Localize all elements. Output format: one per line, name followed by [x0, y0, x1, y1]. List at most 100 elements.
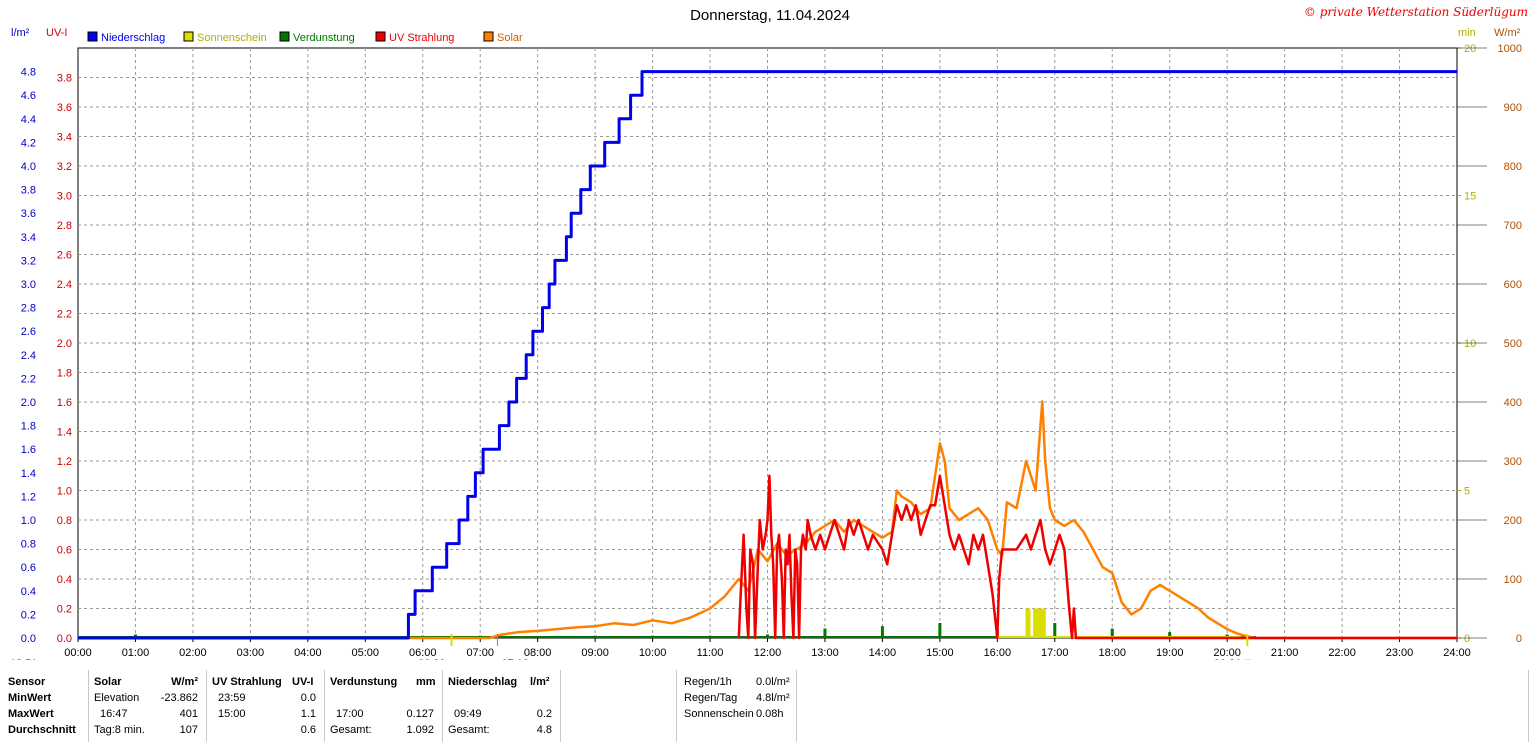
uv-axis-label: UV-I	[46, 27, 67, 39]
rain-tick-label: 0.0	[21, 633, 36, 645]
rain-tick-label: 4.8	[21, 67, 36, 79]
uv-max-time: 15:00	[218, 708, 246, 720]
solar-tick-label: 400	[1504, 397, 1522, 409]
solar-tick-label: 300	[1504, 456, 1522, 468]
sun-tick-label: 20	[1464, 43, 1476, 55]
solar-tick-label: 900	[1504, 102, 1522, 114]
uv-tick-label: 2.0	[57, 338, 72, 350]
legend-swatch-verdunstung	[279, 31, 290, 42]
summary-value-1: 4.8l/m²	[756, 692, 790, 704]
row-label-max: MaxWert	[8, 708, 54, 720]
sonnenschein-bar	[1040, 608, 1046, 638]
rain-tick-label: 1.4	[21, 468, 36, 480]
rain-tick-label: 4.4	[21, 114, 36, 126]
x-tick-label: 20:00	[1213, 647, 1241, 659]
uv-tick-label: 3.6	[57, 102, 72, 114]
uv-tick-label: 0.6	[57, 545, 72, 557]
x-tick-label: 04:00	[294, 647, 322, 659]
legend-label-verdunstung: Verdunstung	[293, 32, 355, 44]
x-tick-label: 12:00	[754, 647, 782, 659]
uv-tick-label: 0.2	[57, 604, 72, 616]
uv-tick-label: 1.8	[57, 368, 72, 380]
x-tick-label: 01:00	[122, 647, 150, 659]
x-tick-label: 21:00	[1271, 647, 1299, 659]
verdunstung-bar	[593, 635, 597, 638]
rain-tick-label: 3.0	[21, 279, 36, 291]
verdunstung-max-time: 17:00	[336, 708, 364, 720]
uv-line	[737, 474, 1457, 640]
x-tick-label: 03:00	[237, 647, 265, 659]
verdunstung-unit: mm	[416, 676, 436, 688]
rain-tick-label: 2.4	[21, 350, 36, 362]
solar-tick-label: 0	[1516, 633, 1522, 645]
verdunstung-bar	[823, 628, 827, 638]
row-label-avg: Durchschnitt	[8, 724, 76, 736]
uv-tick-label: 3.0	[57, 191, 72, 203]
x-tick-label: 18:00	[1098, 647, 1126, 659]
x-tick-label: 17:00	[1041, 647, 1069, 659]
legend-swatch-sonnenschein	[183, 31, 194, 42]
verdunstung-max-val: 0.127	[406, 708, 434, 720]
x-tick-label: 10:00	[639, 647, 667, 659]
niederschlag-unit: l/m²	[530, 676, 550, 688]
solar-tick-label: 600	[1504, 279, 1522, 291]
uv-tick-label: 2.8	[57, 220, 72, 232]
verdunstung-avg-val: 1.092	[406, 724, 434, 736]
uv-tick-label: 2.6	[57, 250, 72, 262]
summary-label-2: Sonnenschein	[684, 708, 754, 720]
chart-title: Donnerstag, 11.04.2024	[690, 7, 850, 24]
niederschlag-line	[78, 70, 1457, 640]
x-tick-label: 11:00	[697, 647, 724, 659]
niederschlag-header: Niederschlag	[448, 676, 518, 688]
verdunstung-header: Verdunstung	[330, 676, 398, 688]
rain-tick-label: 1.2	[21, 491, 36, 503]
solar-tick-label: 100	[1504, 574, 1522, 586]
moonrise-time: 07:18	[501, 658, 529, 660]
marker-left-time: 13:51	[10, 658, 38, 660]
uv-tick-label: 0.8	[57, 515, 72, 527]
rain-tick-label: 3.6	[21, 208, 36, 220]
verdunstung-bar	[1110, 628, 1114, 638]
sun-axis-label: min	[1458, 27, 1476, 39]
solar-min-time: Elevation	[94, 692, 140, 704]
rain-tick-label: 2.0	[21, 397, 36, 409]
rain-tick-label: 1.0	[21, 515, 36, 527]
solar-max-time: 16:47	[100, 708, 128, 720]
summary-label-1: Regen/Tag	[684, 692, 738, 704]
niederschlag-avg-time: Gesamt:	[448, 724, 490, 736]
rain-tick-label: 3.2	[21, 255, 36, 267]
uv-tick-label: 3.2	[57, 161, 72, 173]
legend-swatch-uv	[375, 31, 386, 42]
uv-min-val: 0.0	[300, 692, 316, 704]
solar-tick-label: 700	[1504, 220, 1522, 232]
uv-tick-label: 0.4	[57, 574, 72, 586]
rain-tick-label: 0.2	[21, 609, 36, 621]
x-tick-label: 05:00	[352, 647, 380, 659]
solar-unit: W/m²	[171, 676, 198, 688]
solar-avg-val: 107	[179, 724, 198, 736]
uv-header: UV Strahlung	[212, 676, 282, 688]
legend-swatch-solar	[483, 31, 494, 42]
solar-tick-label: 200	[1504, 515, 1522, 527]
uv-tick-label: 2.4	[57, 279, 72, 291]
x-tick-label: 13:00	[811, 647, 839, 659]
niederschlag-max-val: 0.2	[536, 708, 552, 720]
x-tick-label: 08:00	[524, 647, 552, 659]
niederschlag-max-time: 09:49	[454, 708, 482, 720]
solar-avg-time: Tag:8 min.	[94, 724, 145, 736]
solar-tick-label: 1000	[1498, 43, 1522, 55]
rain-tick-label: 0.6	[21, 562, 36, 574]
verdunstung-bar	[651, 635, 655, 638]
rain-tick-label: 0.8	[21, 539, 36, 551]
x-tick-label: 02:00	[179, 647, 207, 659]
x-tick-label: 07:00	[466, 647, 494, 659]
x-tick-label: 19:00	[1156, 647, 1184, 659]
rain-tick-label: 2.6	[21, 326, 36, 338]
uv-unit: UV-I	[292, 676, 314, 688]
solar-max-val: 401	[179, 708, 198, 720]
rain-axis-label: l/m²	[11, 27, 30, 39]
rain-tick-label: 0.4	[21, 586, 36, 598]
rain-tick-label: 4.6	[21, 90, 36, 102]
rain-tick-label: 2.8	[21, 303, 36, 315]
sonnenschein-bar	[1025, 608, 1031, 638]
